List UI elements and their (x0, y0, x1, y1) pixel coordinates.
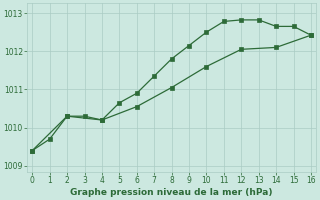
X-axis label: Graphe pression niveau de la mer (hPa): Graphe pression niveau de la mer (hPa) (70, 188, 273, 197)
